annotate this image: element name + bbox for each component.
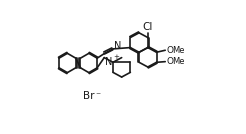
Text: N: N bbox=[105, 57, 112, 67]
Text: ⁻: ⁻ bbox=[95, 91, 100, 101]
Text: +: + bbox=[114, 54, 120, 60]
Text: Cl: Cl bbox=[143, 22, 153, 32]
Text: Me: Me bbox=[172, 57, 185, 66]
Text: N: N bbox=[114, 42, 121, 51]
Text: O: O bbox=[167, 57, 173, 66]
Text: O: O bbox=[167, 46, 173, 55]
Text: Br: Br bbox=[83, 91, 95, 101]
Text: Me: Me bbox=[172, 46, 185, 55]
